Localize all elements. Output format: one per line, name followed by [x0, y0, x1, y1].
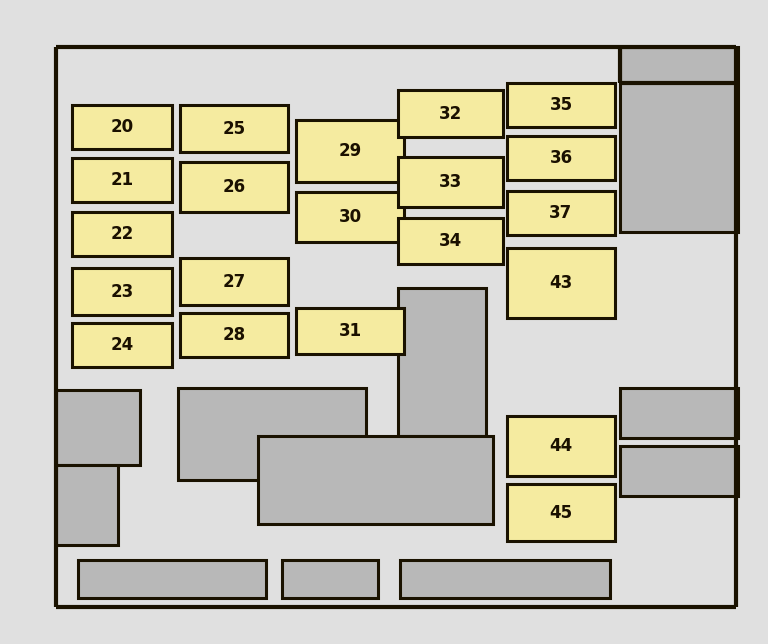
Bar	[296, 120, 404, 182]
Bar	[398, 218, 503, 264]
Text: 33: 33	[439, 173, 462, 191]
Text: 22: 22	[111, 225, 134, 243]
Bar	[56, 390, 140, 465]
Text: 21: 21	[111, 171, 134, 189]
Bar	[180, 105, 288, 152]
Bar	[178, 388, 366, 480]
Bar	[180, 162, 288, 212]
Bar	[507, 191, 615, 235]
Bar	[398, 90, 503, 137]
Text: 31: 31	[339, 322, 362, 340]
Bar	[507, 484, 615, 541]
Text: 26: 26	[223, 178, 246, 196]
Bar	[296, 308, 404, 354]
Text: 35: 35	[549, 96, 573, 114]
Bar	[398, 288, 486, 436]
Text: 27: 27	[223, 272, 246, 290]
Text: 37: 37	[549, 204, 573, 222]
Bar	[507, 136, 615, 180]
Text: 29: 29	[339, 142, 362, 160]
Bar	[258, 436, 493, 524]
Bar	[72, 158, 172, 202]
Bar	[507, 416, 615, 476]
Bar	[620, 388, 738, 438]
Bar	[72, 323, 172, 367]
Text: 34: 34	[439, 232, 462, 250]
Text: 44: 44	[549, 437, 573, 455]
Text: 28: 28	[223, 326, 246, 344]
Bar	[398, 157, 503, 207]
Bar	[56, 465, 118, 545]
Text: 30: 30	[339, 208, 362, 226]
Bar	[620, 446, 738, 496]
Text: 25: 25	[223, 120, 246, 138]
Text: 32: 32	[439, 104, 462, 122]
Bar	[507, 83, 615, 127]
Bar	[72, 105, 172, 149]
Bar	[72, 268, 172, 315]
Bar	[296, 192, 404, 242]
Bar	[78, 560, 266, 598]
Bar	[72, 212, 172, 256]
Bar	[507, 248, 615, 318]
Text: 36: 36	[549, 149, 573, 167]
Text: 23: 23	[111, 283, 134, 301]
Bar	[180, 258, 288, 305]
Text: 24: 24	[111, 336, 134, 354]
Bar	[400, 560, 610, 598]
Text: 45: 45	[549, 504, 573, 522]
Text: 43: 43	[549, 274, 573, 292]
Text: 20: 20	[111, 118, 134, 136]
Bar	[282, 560, 378, 598]
Bar	[620, 47, 738, 232]
Bar	[180, 313, 288, 357]
